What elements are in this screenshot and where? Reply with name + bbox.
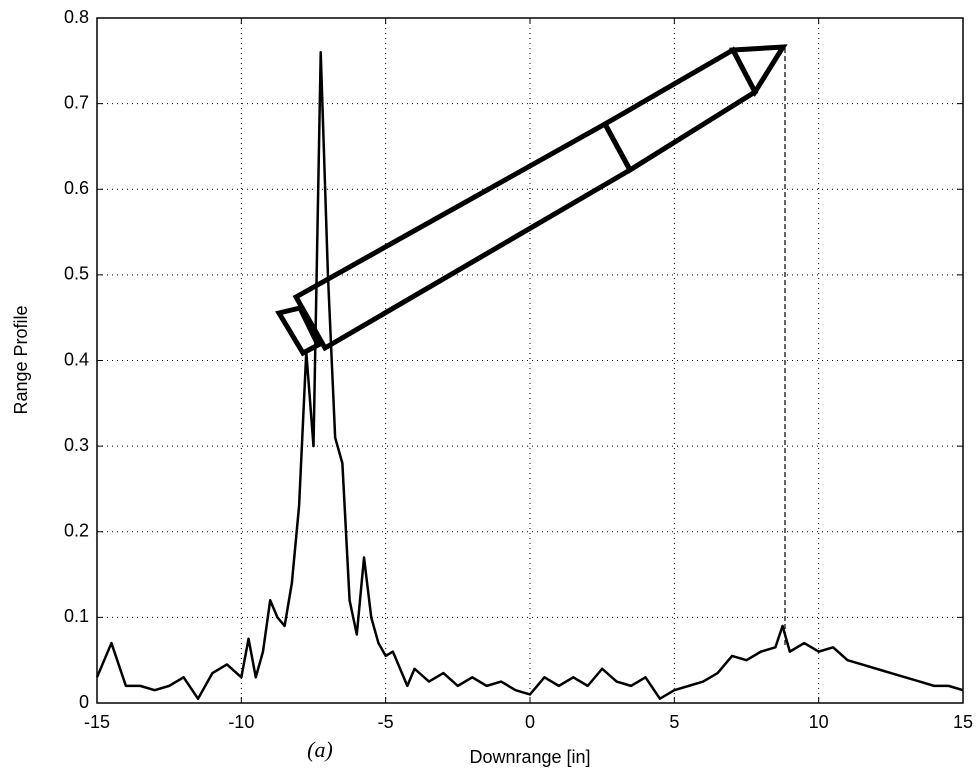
line-series [95, 51, 964, 700]
y-tick-label: 0 [79, 692, 89, 712]
x-tick-label: 0 [525, 712, 535, 732]
plot-area [97, 18, 963, 703]
x-tick-label: 10 [809, 712, 829, 732]
y-axis-label: Range Profile [11, 305, 31, 414]
y-tick-label: 0.7 [64, 92, 89, 112]
y-tick-label: 0.5 [64, 264, 89, 284]
y-tick-label: 0.1 [64, 606, 89, 626]
rocket-nose [728, 44, 788, 98]
caption: (a) [307, 737, 333, 762]
lines [95, 51, 964, 700]
x-tick-label: -15 [84, 712, 110, 732]
x-axis-label: Downrange [in] [469, 747, 590, 767]
y-tick-label: 0.4 [64, 349, 89, 369]
x-tick-label: 15 [953, 712, 973, 732]
y-tick-label: 0.6 [64, 178, 89, 198]
y-tick-label: 0.3 [64, 435, 89, 455]
rocket [275, 44, 788, 357]
y-tick-label: 0.8 [64, 7, 89, 27]
x-tick-label: 5 [669, 712, 679, 732]
x-tick-label: -10 [228, 712, 254, 732]
rocket-tail [275, 305, 322, 357]
y-tick-label: 0.2 [64, 521, 89, 541]
x-tick-label: -5 [378, 712, 394, 732]
